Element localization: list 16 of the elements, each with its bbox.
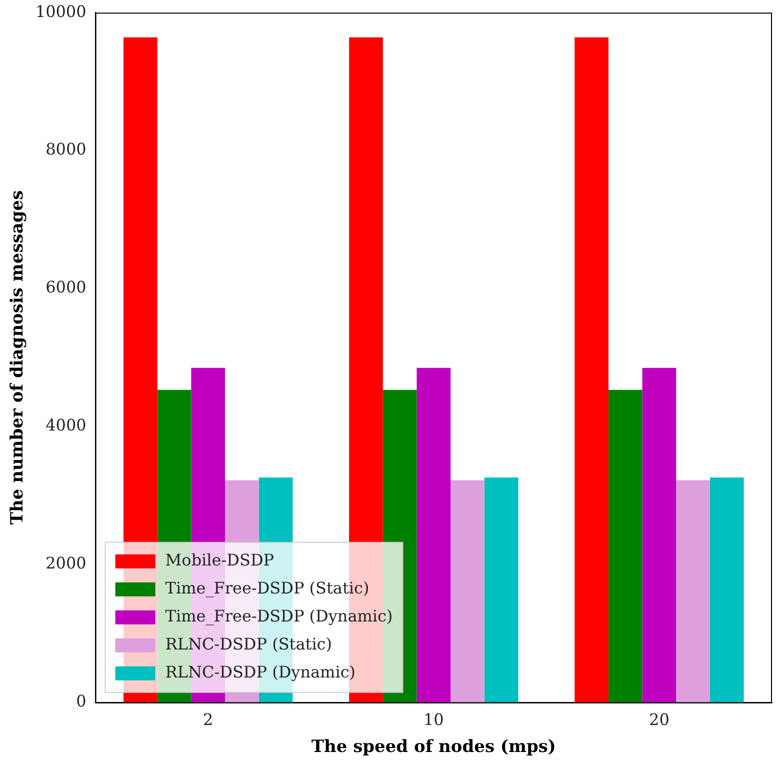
x-tick-label: 2 (202, 710, 214, 730)
legend-label: Mobile-DSDP (165, 550, 274, 570)
legend-label: Time_Free-DSDP (Static) (165, 578, 370, 598)
x-tick-label: 10 (423, 710, 444, 730)
x-tick-label: 20 (649, 710, 670, 730)
y-tick-label: 4000 (46, 416, 86, 435)
y-tick-label: 10000 (35, 2, 86, 21)
legend-label: Time_Free-DSDP (Dynamic) (165, 606, 393, 626)
y-tick-label: 6000 (46, 278, 86, 297)
legend-label: RLNC-DSDP (Dynamic) (165, 662, 356, 682)
legend-label: RLNC-DSDP (Static) (165, 634, 332, 654)
y-axis-title: The number of diagnosis messages (8, 190, 28, 525)
y-tick-label: 2000 (46, 554, 86, 573)
y-tick-label: 0 (76, 692, 86, 711)
x-axis-title: The speed of nodes (mps) (311, 737, 556, 758)
y-tick-label: 8000 (46, 140, 86, 159)
